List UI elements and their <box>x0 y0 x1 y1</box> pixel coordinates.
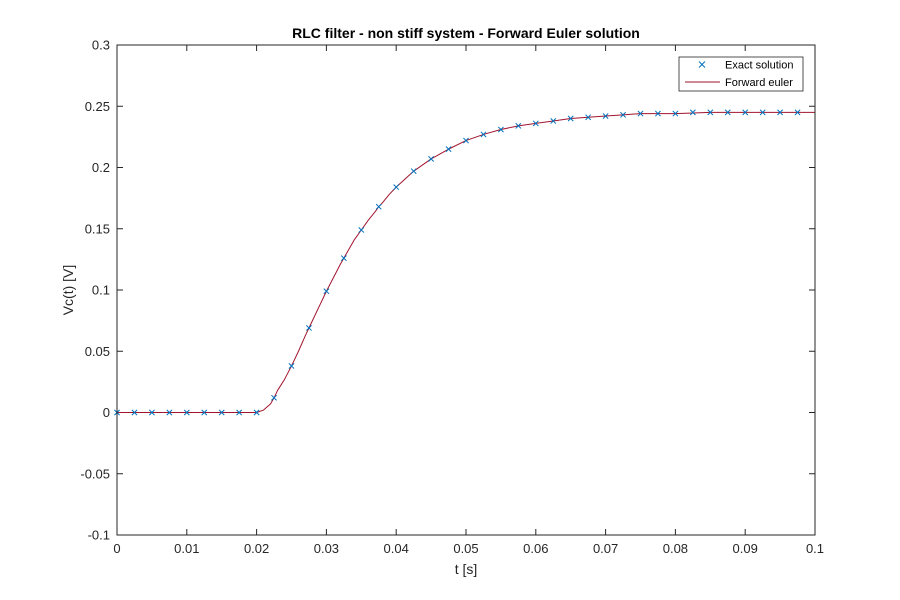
data-point-exact <box>131 409 138 416</box>
data-point-exact <box>480 131 487 138</box>
data-point-exact <box>550 117 557 124</box>
data-point-exact <box>777 109 784 116</box>
data-point-exact <box>148 409 155 416</box>
legend-marker-x-icon <box>698 61 706 68</box>
x-tick-label: 0.06 <box>523 541 548 556</box>
data-point-exact <box>218 409 225 416</box>
y-tick-label: 0.1 <box>92 283 110 298</box>
data-point-exact <box>532 120 539 127</box>
data-point-exact <box>463 137 469 144</box>
data-point-exact <box>410 168 417 175</box>
y-tick-label: 0.25 <box>85 99 110 114</box>
plot-area <box>117 45 815 535</box>
data-point-exact <box>759 109 766 116</box>
data-point-exact <box>305 325 312 331</box>
y-axis-label: Vc(t) [V] <box>60 265 76 316</box>
x-tick-label: 0.1 <box>806 541 824 556</box>
legend-label-exact: Exact solution <box>725 60 793 72</box>
y-tick-label: 0.2 <box>92 160 110 175</box>
x-tick-label: 0.05 <box>453 541 478 556</box>
data-point-exact <box>637 110 644 117</box>
y-axis-ticks: -0.1 -0.05 0 0.05 0.1 0.15 0.2 0.25 0.3 <box>80 38 815 543</box>
data-point-exact <box>271 394 278 401</box>
x-tick-label: 0.02 <box>244 541 269 556</box>
data-point-exact <box>253 409 260 416</box>
x-tick-label: 0.09 <box>733 541 758 556</box>
data-point-exact <box>620 111 627 118</box>
data-point-exact <box>672 110 679 117</box>
series-line-forward-euler <box>117 111 815 413</box>
x-tick-label: 0.03 <box>314 541 339 556</box>
y-tick-label: 0.3 <box>92 38 110 53</box>
data-point-exact <box>236 409 243 416</box>
data-point-exact <box>794 109 801 116</box>
y-tick-label: 0.05 <box>85 344 110 359</box>
data-point-exact <box>428 155 435 162</box>
x-axis-ticks: 0 0.01 0.02 0.03 0.04 0.05 0.06 0.07 0.08 0.09 0.1 <box>113 45 824 556</box>
y-tick-label: -0.05 <box>80 466 110 481</box>
legend-label-euler: Forward euler <box>725 77 793 89</box>
x-tick-label: 0 <box>113 541 120 556</box>
legend-entry-exact: Exact solution <box>698 60 793 72</box>
data-point-exact <box>393 184 400 191</box>
data-point-exact <box>497 126 504 133</box>
data-point-exact <box>323 288 330 295</box>
data-point-exact <box>707 109 714 116</box>
data-point-exact <box>585 114 592 121</box>
x-tick-label: 0.08 <box>663 541 688 556</box>
y-tick-label: -0.1 <box>88 528 110 543</box>
data-point-exact <box>340 255 347 262</box>
data-point-exact <box>654 110 661 117</box>
x-tick-label: 0.04 <box>384 541 409 556</box>
y-tick-label: 0.15 <box>85 221 110 236</box>
x-tick-label: 0.07 <box>593 541 618 556</box>
legend: Exact solution Forward euler <box>678 56 804 92</box>
data-point-exact <box>515 122 522 129</box>
data-point-exact <box>742 109 749 116</box>
legend-entry-euler: Forward euler <box>685 77 793 89</box>
data-point-exact <box>602 113 609 120</box>
data-point-exact <box>183 409 190 416</box>
data-point-exact <box>724 109 731 116</box>
data-point-exact <box>689 109 696 116</box>
data-point-exact <box>288 362 295 369</box>
x-axis-label: t [s] <box>455 561 478 577</box>
chart-title: RLC filter - non stiff system - Forward … <box>292 25 640 41</box>
data-point-exact <box>445 146 452 153</box>
y-tick-label: 0 <box>103 405 110 420</box>
data-point-exact <box>375 203 382 210</box>
data-point-exact <box>358 227 365 233</box>
data-point-exact <box>567 115 574 122</box>
series-layer <box>114 109 815 416</box>
data-point-exact <box>166 409 173 416</box>
x-tick-label: 0.01 <box>174 541 199 556</box>
axes-box <box>116 44 816 536</box>
data-point-exact <box>201 409 208 416</box>
